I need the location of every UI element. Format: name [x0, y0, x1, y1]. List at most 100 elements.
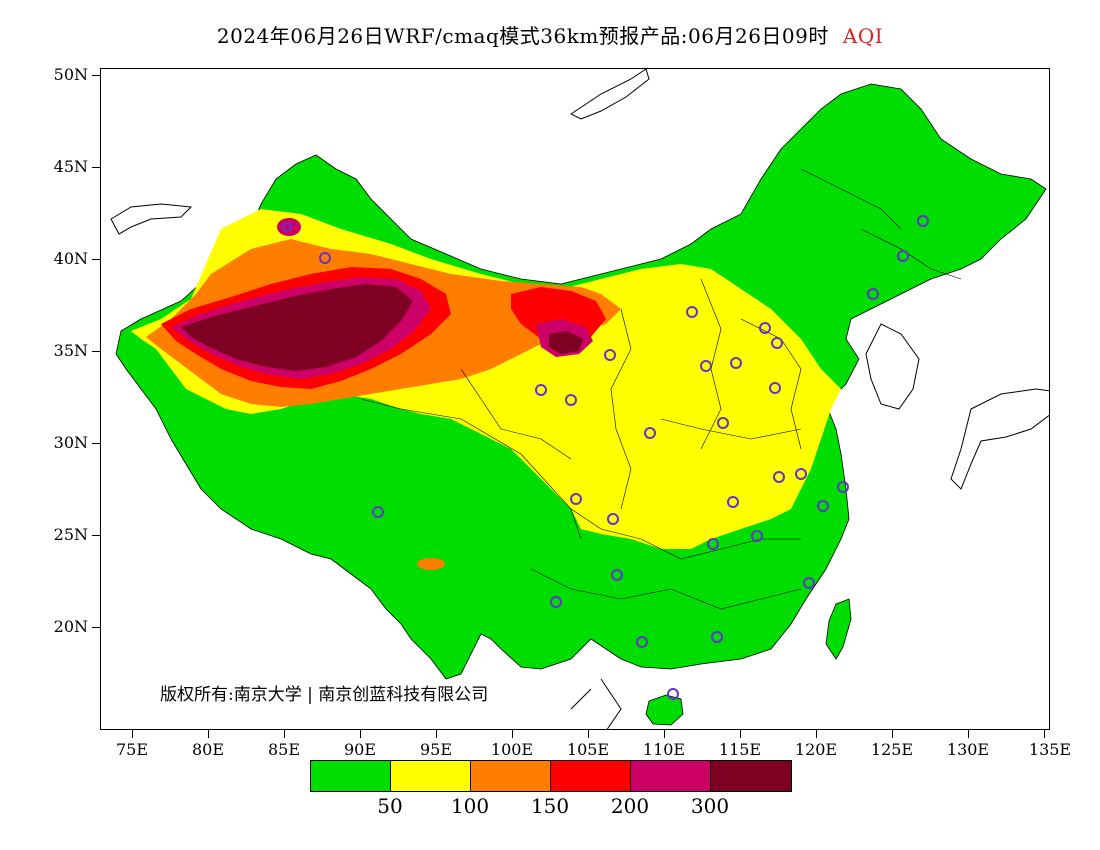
- colorbar-label: 100: [450, 794, 490, 818]
- colorbar-swatch: [631, 761, 711, 791]
- x-axis-label: 100E: [490, 740, 534, 759]
- x-axis-tick: [664, 730, 665, 738]
- aqi-colorbar: [310, 760, 792, 792]
- city-marker: [769, 382, 781, 394]
- title-main: 2024年06月26日WRF/cmaq模式36km预报产品:06月26日09时: [216, 24, 829, 48]
- x-axis-tick: [968, 730, 969, 738]
- y-axis-label: 25N: [53, 525, 88, 544]
- colorbar-swatch: [391, 761, 471, 791]
- colorbar-swatch: [711, 761, 791, 791]
- city-marker: [707, 538, 719, 550]
- city-marker: [717, 417, 729, 429]
- city-marker: [644, 427, 656, 439]
- x-axis-label: 80E: [191, 740, 225, 759]
- city-marker: [730, 357, 742, 369]
- copyright-text: 版权所有:南京大学 | 南京创蓝科技有限公司: [160, 685, 489, 705]
- map-panel: [100, 68, 1050, 730]
- city-marker: [803, 577, 815, 589]
- city-marker: [727, 496, 739, 508]
- x-axis-label: 75E: [115, 740, 149, 759]
- city-marker: [771, 337, 783, 349]
- hotspot-north-xinjiang: [277, 218, 301, 236]
- maroon-patch-east: [549, 331, 583, 354]
- city-marker: [867, 288, 879, 300]
- city-marker: [711, 631, 723, 643]
- x-axis-label: 115E: [718, 740, 762, 759]
- city-marker: [817, 500, 829, 512]
- y-axis-tick: [92, 627, 100, 628]
- y-axis-label: 35N: [53, 341, 88, 360]
- x-axis-label: 90E: [343, 740, 377, 759]
- city-marker: [282, 222, 292, 232]
- colorbar-label: 50: [377, 794, 403, 818]
- hotspot-tibet: [417, 558, 445, 570]
- y-axis-tick: [92, 259, 100, 260]
- city-marker: [773, 471, 785, 483]
- title-variable: AQI: [842, 24, 884, 48]
- city-marker: [686, 306, 698, 318]
- city-marker: [759, 322, 771, 334]
- city-marker: [607, 513, 619, 525]
- x-axis-label: 135E: [1028, 740, 1072, 759]
- colorbar-label: 150: [530, 794, 570, 818]
- y-axis-tick: [92, 75, 100, 76]
- hainan-island: [645, 694, 684, 726]
- x-axis-tick: [512, 730, 513, 738]
- x-axis-tick: [208, 730, 209, 738]
- city-marker: [565, 394, 577, 406]
- x-axis-label: 120E: [794, 740, 838, 759]
- city-marker: [372, 506, 384, 518]
- y-axis-label: 50N: [53, 65, 88, 84]
- x-axis-label: 105E: [566, 740, 610, 759]
- city-marker: [550, 596, 562, 608]
- city-marker: [636, 636, 648, 648]
- vietnam-coast: [570, 678, 622, 729]
- city-marker: [319, 252, 331, 264]
- city-marker: [667, 688, 679, 700]
- city-marker: [837, 481, 849, 493]
- x-axis-tick: [132, 730, 133, 738]
- city-marker: [700, 360, 712, 372]
- city-marker: [611, 569, 623, 581]
- map-title: 2024年06月26日WRF/cmaq模式36km预报产品:06月26日09时 A…: [0, 20, 1100, 49]
- aqi-map: [110, 69, 1049, 729]
- x-axis-tick: [892, 730, 893, 738]
- x-axis-label: 110E: [642, 740, 686, 759]
- y-axis-label: 45N: [53, 157, 88, 176]
- city-marker: [795, 468, 807, 480]
- kazakh-lake: [110, 203, 193, 235]
- city-marker: [897, 250, 909, 262]
- japan-coast: [950, 388, 1049, 490]
- y-axis-label: 20N: [53, 617, 88, 636]
- mongolia-lake: [570, 69, 650, 120]
- city-marker: [535, 384, 547, 396]
- land-maroon-region: [181, 284, 413, 371]
- x-axis-label: 85E: [267, 740, 301, 759]
- x-axis-tick: [816, 730, 817, 738]
- x-axis-tick: [360, 730, 361, 738]
- y-axis-tick: [92, 535, 100, 536]
- x-axis-tick: [1044, 730, 1045, 738]
- x-axis-tick: [436, 730, 437, 738]
- colorbar-swatch: [551, 761, 631, 791]
- city-marker: [604, 349, 616, 361]
- y-axis-tick: [92, 167, 100, 168]
- y-axis-label: 30N: [53, 433, 88, 452]
- colorbar-label: 200: [610, 794, 650, 818]
- city-markers: [282, 215, 929, 700]
- y-axis-tick: [92, 443, 100, 444]
- x-axis-label: 130E: [946, 740, 990, 759]
- colorbar-label: 300: [690, 794, 730, 818]
- x-axis-tick: [740, 730, 741, 738]
- x-axis-label: 95E: [419, 740, 453, 759]
- y-axis-tick: [92, 351, 100, 352]
- korea-coast: [865, 323, 920, 410]
- taiwan-island: [825, 598, 852, 660]
- city-marker: [917, 215, 929, 227]
- city-marker: [570, 493, 582, 505]
- x-axis-tick: [588, 730, 589, 738]
- x-axis-label: 125E: [870, 740, 914, 759]
- colorbar-swatch: [311, 761, 391, 791]
- y-axis-label: 40N: [53, 249, 88, 268]
- city-marker: [751, 530, 763, 542]
